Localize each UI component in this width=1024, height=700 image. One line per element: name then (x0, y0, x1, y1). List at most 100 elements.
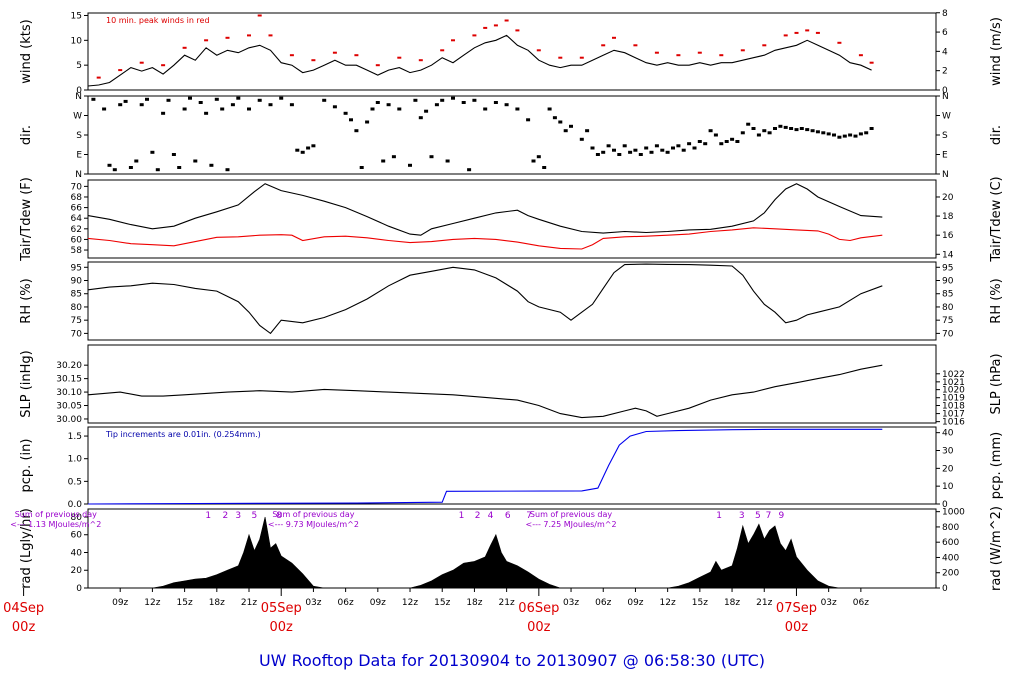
peak-wind-marker (837, 41, 842, 44)
direction-point (585, 129, 590, 133)
direction-point (332, 105, 337, 109)
direction-point (107, 163, 112, 167)
direction-point (257, 98, 262, 102)
panel-slp: 30.00 30.05 30.10 30.15 30.20 101610171018101… (19, 344, 1004, 428)
y-tick-label-left: 60 (71, 531, 83, 541)
direction-point (483, 107, 488, 111)
direction-point (783, 125, 788, 129)
peak-wind-marker (204, 39, 209, 42)
direction-point (794, 128, 799, 132)
x-tick-label: 12z (660, 598, 676, 608)
direction-point (687, 142, 692, 146)
direction-point (869, 127, 874, 130)
peak-wind-marker (268, 34, 273, 37)
x-tick-label: 03z (305, 598, 321, 608)
peak-wind-marker (719, 54, 724, 57)
y-tick-label-left: W (73, 112, 82, 122)
peak-wind-marker (139, 61, 144, 64)
solar-hour-marker: 1 (459, 511, 465, 521)
direction-point (789, 127, 794, 130)
peak-wind-marker (472, 34, 477, 37)
y-tick-label-right: 10 (942, 482, 954, 492)
direction-point (386, 103, 391, 107)
direction-point (193, 159, 198, 163)
peak-wind-marker (633, 44, 638, 47)
peak-wind-marker (536, 49, 541, 52)
x-date-sublabel: 00z (785, 620, 809, 635)
direction-point (268, 103, 273, 107)
x-tick-label: 03z (821, 598, 837, 608)
y-tick-label-right: 1000 (942, 508, 965, 518)
direction-point (751, 127, 756, 130)
x-tick-label: 12z (402, 598, 418, 608)
direction-point (649, 150, 654, 154)
solar-hour-marker: 7 (766, 511, 772, 521)
direction-point (139, 103, 144, 107)
panel-annotation: 10 min. peak winds in red (106, 16, 210, 25)
y-axis-label-left: wind (kts) (19, 19, 34, 83)
direction-point (531, 159, 536, 163)
direction-point (735, 140, 740, 143)
direction-point (177, 166, 182, 169)
panel-frame (87, 344, 937, 424)
chart-title: UW Rooftop Data for 20130904 to 20130907… (259, 651, 765, 670)
direction-point (848, 133, 853, 137)
peak-wind-marker (311, 59, 316, 62)
direction-point (719, 142, 724, 146)
y-tick-label-left: E (76, 151, 82, 161)
x-tick-label: 09z (370, 598, 386, 608)
direction-point (563, 129, 568, 133)
solar-hour-marker: 4 (488, 511, 494, 521)
y-tick-label-right: 75 (942, 316, 953, 326)
y-tick-label-left: 70 (71, 329, 83, 339)
x-date-label: 07Sep (776, 601, 817, 616)
direction-point (343, 111, 348, 115)
peak-wind-marker (740, 49, 745, 52)
y-axis-label-left: RH (%) (19, 278, 34, 323)
solar-hour-marker: 3 (235, 511, 241, 521)
direction-point (612, 148, 616, 152)
y-tick-label-left: 30.05 (56, 402, 82, 412)
y-tick-label-left: 0.0 (68, 500, 83, 510)
solar-sum-value: <--- 1.13 MJoules/m^2 (10, 520, 101, 529)
x-tick-label: 18z (724, 598, 740, 608)
direction-point (606, 144, 611, 148)
solar-hour-marker: 2 (223, 511, 229, 521)
direction-point (365, 120, 370, 124)
direction-point (391, 155, 396, 159)
x-tick-label: 12z (144, 598, 160, 608)
direction-point (209, 163, 214, 167)
direction-point (150, 150, 155, 154)
y-axis-label-right: dir. (989, 125, 1004, 145)
direction-point (601, 150, 606, 154)
direction-point (746, 122, 751, 126)
direction-point (515, 107, 520, 111)
y-tick-label-right: 20 (942, 464, 954, 474)
peak-wind-marker (805, 29, 810, 32)
y-tick-label-left: 1.0 (68, 455, 83, 465)
direction-point (247, 107, 251, 111)
x-tick-label: 21z (241, 598, 257, 608)
solar-hour-marker: 2 (475, 511, 481, 521)
x-tick-label: 18z (466, 598, 482, 608)
peak-wind-marker (257, 14, 262, 17)
peak-wind-marker (161, 64, 166, 67)
series-Tair (87, 183, 883, 236)
solar-sum-label: Sum of previous day (530, 510, 612, 519)
y-tick-label-right: 600 (942, 538, 959, 548)
y-tick-label-right: 0 (942, 500, 948, 510)
y-tick-label-left: 60 (71, 235, 83, 245)
direction-point (692, 146, 697, 150)
y-tick-label-left: 20 (71, 566, 83, 576)
x-tick-label: 09z (627, 598, 643, 608)
y-axis-label-right: Tair/Tdew (C) (989, 176, 1004, 262)
direction-point (832, 133, 836, 137)
x-tick-label: 06z (853, 598, 869, 608)
y-tick-label-right: 16 (942, 231, 954, 241)
y-tick-label-left: 62 (71, 225, 82, 235)
panel-pcp: 0.0 0.5 1.0 1.5 0 10 20 30 40 pcp. (in) pcp. (mm) T… (19, 426, 1004, 510)
direction-point (547, 107, 552, 111)
direction-point (713, 133, 718, 137)
y-tick-label-right: 85 (942, 290, 953, 300)
y-tick-label-right: 70 (942, 329, 954, 339)
